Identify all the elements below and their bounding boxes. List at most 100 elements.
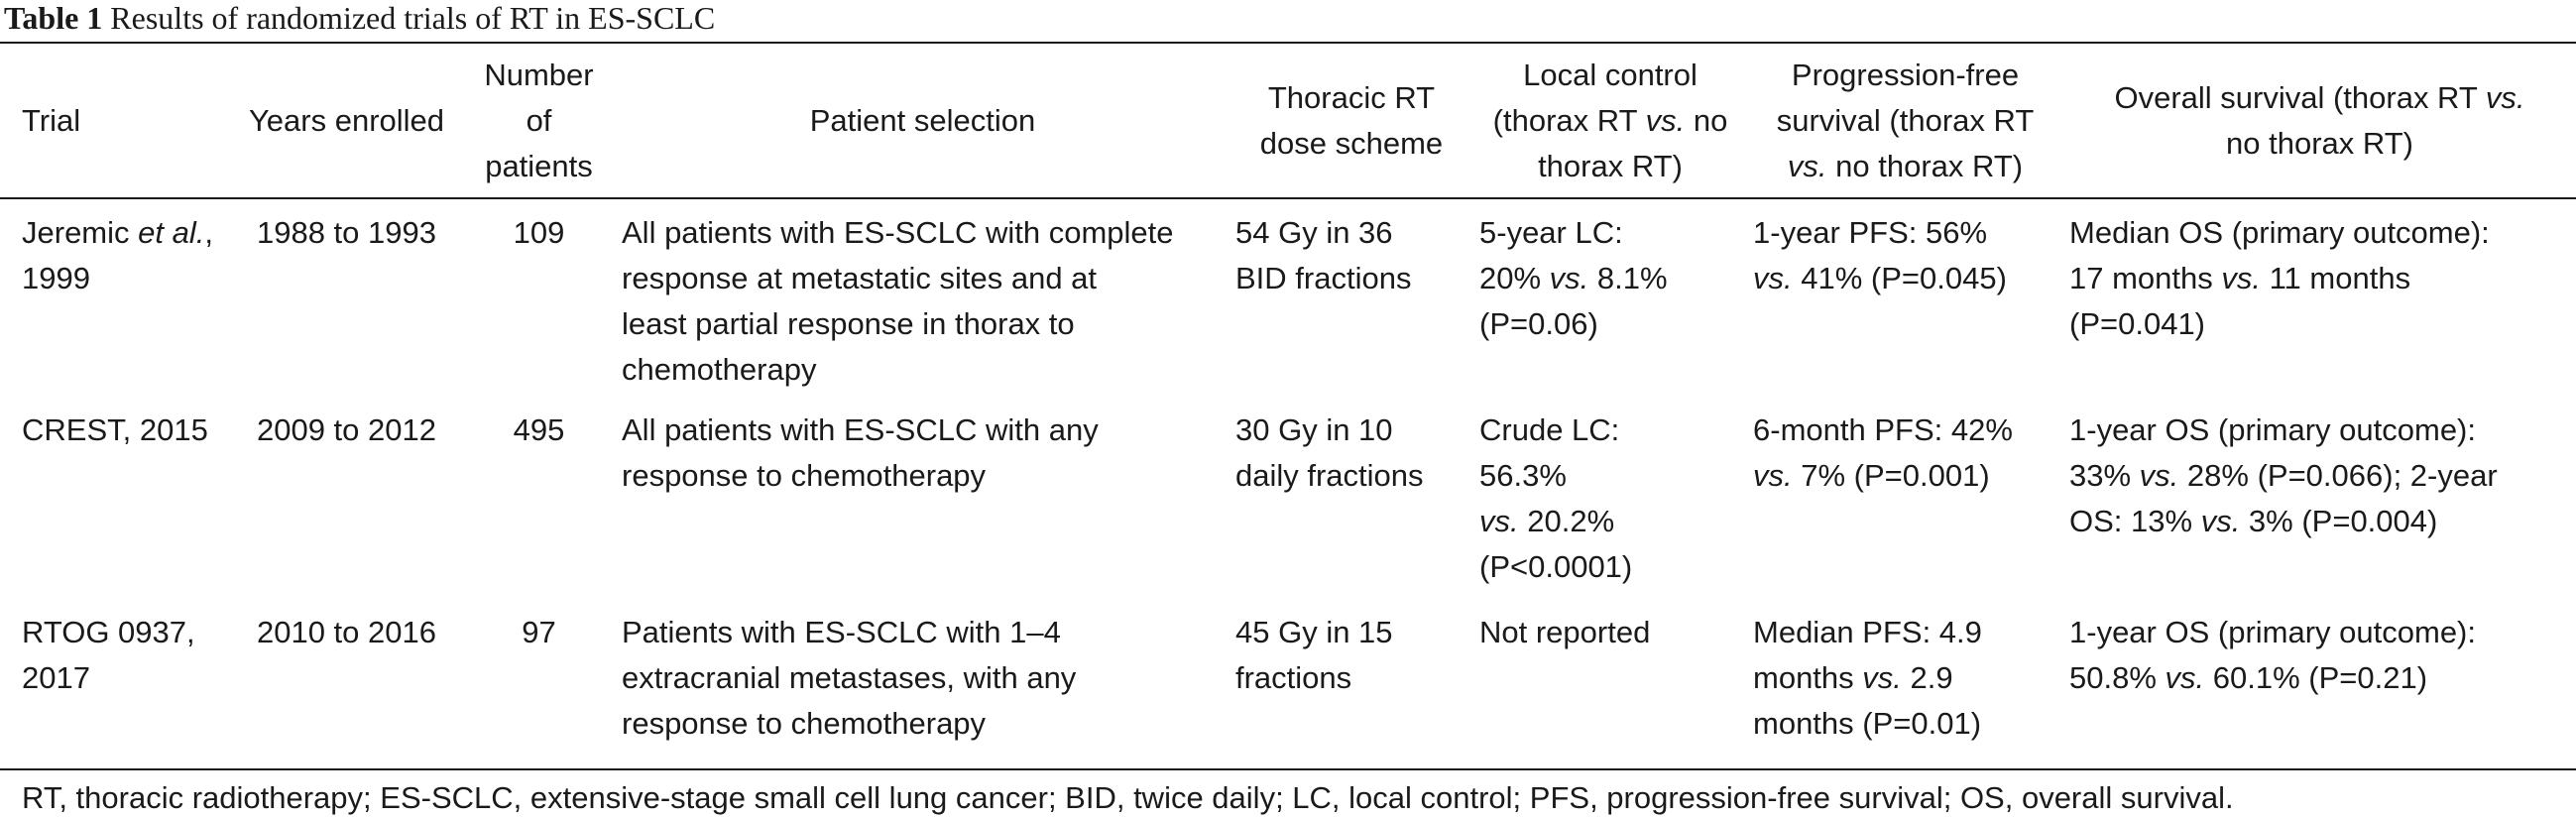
cell-text: (P=0.06)	[1479, 306, 1598, 341]
cell-text: (P<0.0001)	[1479, 549, 1633, 584]
header-dose-scheme: Thoracic RT dose scheme	[1229, 44, 1473, 197]
cell-text: 50.8%	[2069, 660, 2166, 695]
cell-text: 17 months	[2069, 261, 2222, 295]
cell-progression-free-survival: 1-year PFS: 56% vs. 41% (P=0.045)	[1747, 197, 2063, 399]
cell-text: thorax RT)	[1538, 148, 1683, 183]
table-row: Jeremic et al., 1999 1988 to 1993 109 All…	[0, 197, 2576, 399]
cell-text: Jeremic	[22, 215, 139, 250]
cell-progression-free-survival: 6-month PFS: 42% vs. 7% (P=0.001)	[1747, 399, 2063, 601]
cell-patient-selection: All patients with ES-SCLC with complete r…	[616, 197, 1229, 399]
cell-text: 11 months	[2261, 261, 2411, 295]
table-row: RTOG 0937, 2017 2010 to 2016 97 Patients …	[0, 601, 2576, 759]
table-footnote: RT, thoracic radiotherapy; ES-SCLC, exte…	[22, 780, 2234, 815]
cell-text: 2.9	[1901, 660, 1953, 695]
cell-text: (P=0.041)	[2069, 306, 2206, 341]
table-row: CREST, 2015 2009 to 2012 495 All patient…	[0, 399, 2576, 601]
cell-text: no thorax RT)	[1826, 148, 2024, 183]
cell-progression-free-survival: Median PFS: 4.9 months vs. 2.9 months (P=0…	[1747, 601, 2063, 759]
italic-text: vs.	[2165, 660, 2205, 695]
header-local-control: Local control (thorax RT vs. no thorax RT)	[1473, 44, 1747, 197]
cell-number-of-patients: 97	[462, 601, 616, 759]
cell-text: 8.1%	[1588, 261, 1668, 295]
cell-text: Overall survival (thorax RT	[2114, 79, 2486, 115]
results-table: Trial Years enrolled Number of patients P…	[0, 44, 2576, 759]
cell-text: 1-year PFS: 56%	[1753, 215, 1988, 250]
cell-text: daily fractions	[1235, 458, 1424, 493]
italic-text: vs.	[1645, 102, 1686, 138]
cell-text: 20.2%	[1518, 504, 1615, 538]
cell-text: RTOG 0937,	[22, 615, 195, 649]
italic-text: vs.	[1787, 148, 1827, 183]
cell-text: fractions	[1235, 660, 1352, 695]
cell-local-control: 5-year LC: 20% vs. 8.1% (P=0.06)	[1473, 197, 1747, 399]
cell-overall-survival: 1-year OS (primary outcome): 33% vs. 28% …	[2063, 399, 2576, 601]
cell-text: no	[1685, 102, 1728, 138]
cell-text: CREST, 2015	[22, 412, 208, 447]
cell-local-control: Crude LC: 56.3% vs. 20.2% (P<0.0001)	[1473, 399, 1747, 601]
italic-text: vs.	[1862, 660, 1902, 695]
header-number-of-patients: Number of patients	[462, 44, 616, 197]
cell-number-of-patients: 495	[462, 399, 616, 601]
cell-text: dose scheme	[1259, 125, 1444, 161]
cell-text: 1999	[22, 261, 90, 295]
cell-text: Trial	[22, 102, 81, 138]
cell-text: 41% (P=0.045)	[1792, 261, 2007, 295]
cell-text: 7% (P=0.001)	[1792, 458, 1990, 493]
cell-text: survival (thorax RT	[1776, 102, 2035, 138]
cell-text: 495	[513, 412, 565, 447]
bottom-rule	[0, 768, 2576, 770]
cell-text: 6-month PFS: 42%	[1753, 412, 2013, 447]
cell-text: 1-year OS (primary outcome):	[2069, 615, 2476, 649]
cell-text: 60.1% (P=0.21)	[2204, 660, 2428, 695]
header-rule	[0, 197, 2576, 199]
header-overall-survival: Overall survival (thorax RT vs. no thorax…	[2063, 44, 2576, 197]
cell-text: All patients with ES-SCLC with any	[622, 412, 1099, 447]
cell-text: 3% (P=0.004)	[2240, 504, 2438, 538]
cell-overall-survival: Median OS (primary outcome): 17 months vs…	[2063, 197, 2576, 399]
cell-text: months	[1753, 660, 1863, 695]
cell-text: no thorax RT)	[2226, 125, 2413, 161]
cell-text: 2009 to 2012	[256, 412, 436, 447]
italic-text: vs.	[1479, 504, 1519, 538]
cell-trial: Jeremic et al., 1999	[0, 197, 231, 399]
cell-text: 2010 to 2016	[256, 615, 436, 649]
cell-text: All patients with ES-SCLC with complete	[622, 215, 1174, 250]
cell-text: Patient selection	[809, 102, 1036, 138]
cell-text: patients	[485, 148, 593, 183]
cell-text: Median PFS: 4.9	[1753, 615, 1982, 649]
cell-text: 97	[522, 615, 556, 649]
cell-text: 28% (P=0.066); 2-year	[2178, 458, 2498, 493]
cell-text: response to chemotherapy	[622, 706, 987, 741]
cell-text: 54 Gy in 36	[1235, 215, 1393, 250]
table-caption-text: Results of randomized trials of RT in ES…	[110, 0, 716, 36]
cell-text: Local control	[1523, 57, 1698, 92]
cell-text: 1988 to 1993	[256, 215, 436, 250]
cell-text: 56.3%	[1479, 458, 1567, 493]
cell-text: BID fractions	[1235, 261, 1412, 295]
italic-text: et al.	[138, 215, 205, 250]
italic-text: vs.	[2221, 261, 2261, 295]
italic-text: vs.	[2139, 458, 2179, 493]
cell-patient-selection: Patients with ES-SCLC with 1–4 extracrani…	[616, 601, 1229, 759]
cell-dose-scheme: 30 Gy in 10 daily fractions	[1229, 399, 1473, 601]
cell-patient-selection: All patients with ES-SCLC with any respon…	[616, 399, 1229, 601]
italic-text: vs.	[1549, 261, 1589, 295]
table-caption: Table 1 Results of randomized trials of …	[4, 0, 715, 40]
italic-text: vs.	[2485, 79, 2525, 115]
cell-text: OS: 13%	[2069, 504, 2201, 538]
cell-overall-survival: 1-year OS (primary outcome): 50.8% vs. 60…	[2063, 601, 2576, 759]
cell-years-enrolled: 2010 to 2016	[231, 601, 462, 759]
cell-text: Thoracic RT	[1267, 79, 1436, 115]
cell-years-enrolled: 1988 to 1993	[231, 197, 462, 399]
italic-text: vs.	[2200, 504, 2241, 538]
cell-text: response to chemotherapy	[622, 458, 987, 493]
cell-text: Crude LC:	[1479, 412, 1620, 447]
cell-text: 109	[513, 215, 565, 250]
cell-text: 20%	[1479, 261, 1550, 295]
cell-number-of-patients: 109	[462, 197, 616, 399]
cell-text: Progression-free	[1791, 57, 2020, 92]
cell-text: Median OS (primary outcome):	[2069, 215, 2490, 250]
cell-text: 45 Gy in 15	[1235, 615, 1393, 649]
italic-text: vs.	[1753, 261, 1793, 295]
cell-trial: RTOG 0937, 2017	[0, 601, 231, 759]
